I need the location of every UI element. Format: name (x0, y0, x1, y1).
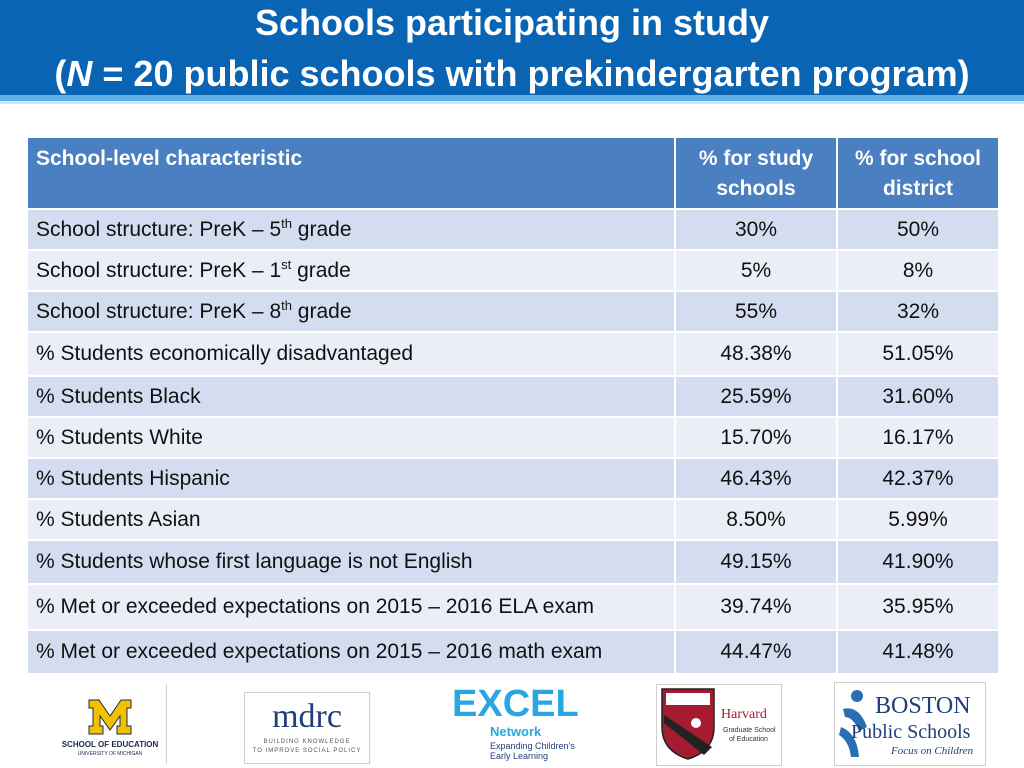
column-header: School-level characteristic (26, 136, 676, 210)
characteristic-suffix: grade (291, 299, 352, 323)
boston-name1: BOSTON (875, 693, 971, 719)
table-row: School structure: PreK – 1st grade 5% 8% (26, 249, 1000, 292)
ordinal-suffix: th (281, 215, 292, 231)
characteristic-cell: % Students Hispanic (26, 457, 676, 500)
harvard-wordmark: Harvard (721, 707, 767, 722)
characteristic-cell: School structure: PreK – 8th grade (26, 290, 676, 333)
page-title: Schools participating in study (254, 2, 770, 43)
district-value-cell: 32% (836, 290, 1000, 333)
district-value-cell: 42.37% (836, 457, 1000, 500)
table-row: % Met or exceeded expectations on 2015 –… (26, 583, 1000, 631)
characteristic-text: % Met or exceeded expectations on 2015 –… (36, 595, 595, 618)
boston-figure-icon (839, 690, 867, 757)
excel-tag2: Early Learning (490, 751, 549, 761)
page-subtitle: (N = 20 public schools with prekindergar… (0, 51, 1024, 97)
characteristic-text: % Students Hispanic (36, 466, 230, 490)
mdrc-logo: mdrc BUILDING KNOWLEDGE TO IMPROVE SOCIA… (244, 692, 370, 764)
title-banner: Schools participating in study (N = 20 p… (0, 0, 1024, 95)
characteristic-cell: % Students economically disadvantaged (26, 331, 676, 377)
harvard-shield-icon (661, 688, 715, 760)
table-row: % Students Hispanic 46.43% 42.37% (26, 457, 1000, 500)
table-header-row: School-level characteristic % for study … (26, 136, 1000, 210)
district-value-cell: 35.95% (836, 583, 1000, 631)
characteristic-cell: % Students White (26, 416, 676, 459)
excel-network: Network (490, 724, 542, 739)
table-row: % Students White 15.70% 16.17% (26, 416, 1000, 459)
characteristics-table: School-level characteristic % for study … (26, 136, 1000, 675)
ordinal-suffix: st (281, 256, 292, 272)
subtitle-n: N (66, 53, 93, 94)
table-row: % Students Black 25.59% 31.60% (26, 375, 1000, 418)
table-row: School structure: PreK – 8th grade 55% 32% (26, 290, 1000, 333)
study-value-cell: 5% (674, 249, 838, 292)
characteristic-text: School structure: PreK – 8 (36, 299, 282, 323)
study-value-cell: 8.50% (674, 498, 838, 541)
characteristic-text: % Met or exceeded expectations on 2015 –… (36, 640, 603, 663)
characteristic-cell: % Students Asian (26, 498, 676, 541)
table-row: % Students whose first language is not E… (26, 539, 1000, 585)
excel-logo: EXCEL Network Expanding Children’s Early… (452, 684, 582, 764)
partner-logos: SCHOOL OF EDUCATION UNIVERSITY OF MICHIG… (0, 680, 1024, 768)
study-value-cell: 55% (674, 290, 838, 333)
excel-tag1: Expanding Children’s (490, 741, 575, 751)
district-value-cell: 41.48% (836, 629, 1000, 675)
characteristic-suffix: grade (291, 258, 351, 282)
logo-divider (166, 684, 167, 764)
district-value-cell: 50% (836, 208, 1000, 251)
michigan-line1: SCHOOL OF EDUCATION (61, 740, 159, 749)
mdrc-wordmark: mdrc (272, 698, 342, 735)
harvard-tag1: Graduate School (723, 727, 776, 734)
characteristic-cell: % Students Black (26, 375, 676, 418)
characteristic-cell: School structure: PreK – 1st grade (26, 249, 676, 292)
characteristic-cell: % Met or exceeded expectations on 2015 –… (26, 629, 676, 675)
characteristic-text: % Students whose first language is not E… (36, 550, 473, 573)
characteristic-text: School structure: PreK – 5 (36, 217, 282, 241)
accent-stripe (0, 95, 1024, 101)
harvard-logo: Harvard Graduate School of Education (656, 684, 782, 766)
boston-name2: Public Schools (851, 721, 971, 743)
characteristic-cell: % Met or exceeded expectations on 2015 –… (26, 583, 676, 631)
study-value-cell: 48.38% (674, 331, 838, 377)
michigan-block-m-icon (88, 699, 132, 735)
table-row: % Met or exceeded expectations on 2015 –… (26, 629, 1000, 675)
district-value-cell: 41.90% (836, 539, 1000, 585)
study-value-cell: 49.15% (674, 539, 838, 585)
characteristic-cell: School structure: PreK – 5th grade (26, 208, 676, 251)
table-row: % Students Asian 8.50% 5.99% (26, 498, 1000, 541)
district-value-cell: 16.17% (836, 416, 1000, 459)
subtitle-rest: = 20 public schools with prekindergarten… (92, 53, 970, 94)
boston-logo: BOSTON Public Schools Focus on Children (834, 682, 986, 766)
study-value-cell: 15.70% (674, 416, 838, 459)
district-value-cell: 5.99% (836, 498, 1000, 541)
boston-tag: Focus on Children (891, 745, 974, 757)
excel-wordmark: EXCEL (452, 683, 579, 725)
study-value-cell: 44.47% (674, 629, 838, 675)
study-value-cell: 30% (674, 208, 838, 251)
district-value-cell: 31.60% (836, 375, 1000, 418)
characteristic-suffix: grade (291, 217, 352, 241)
characteristic-text: % Students Black (36, 384, 201, 408)
accent-stripe-light (0, 101, 1024, 104)
study-value-cell: 25.59% (674, 375, 838, 418)
characteristic-text: % Students Asian (36, 507, 201, 531)
characteristic-text: % Students economically disadvantaged (36, 342, 414, 365)
mdrc-tag1: BUILDING KNOWLEDGE (263, 739, 351, 745)
michigan-logo: SCHOOL OF EDUCATION UNIVERSITY OF MICHIG… (55, 696, 165, 762)
column-header: % for study schools (674, 136, 838, 210)
characteristic-text: School structure: PreK – 1 (36, 258, 282, 282)
study-value-cell: 46.43% (674, 457, 838, 500)
column-header: % for school district (836, 136, 1000, 210)
district-value-cell: 8% (836, 249, 1000, 292)
table-row: % Students economically disadvantaged 48.… (26, 331, 1000, 377)
michigan-line2: UNIVERSITY OF MICHIGAN (77, 751, 143, 757)
subtitle-open: ( (54, 53, 67, 94)
ordinal-suffix: th (281, 297, 292, 313)
district-value-cell: 51.05% (836, 331, 1000, 377)
mdrc-tag2: TO IMPROVE SOCIAL POLICY (252, 748, 362, 754)
characteristic-text: % Students White (36, 425, 203, 449)
harvard-tag2: of Education (729, 736, 768, 743)
characteristic-cell: % Students whose first language is not E… (26, 539, 676, 585)
table-row: School structure: PreK – 5th grade 30% 50% (26, 208, 1000, 251)
study-value-cell: 39.74% (674, 583, 838, 631)
